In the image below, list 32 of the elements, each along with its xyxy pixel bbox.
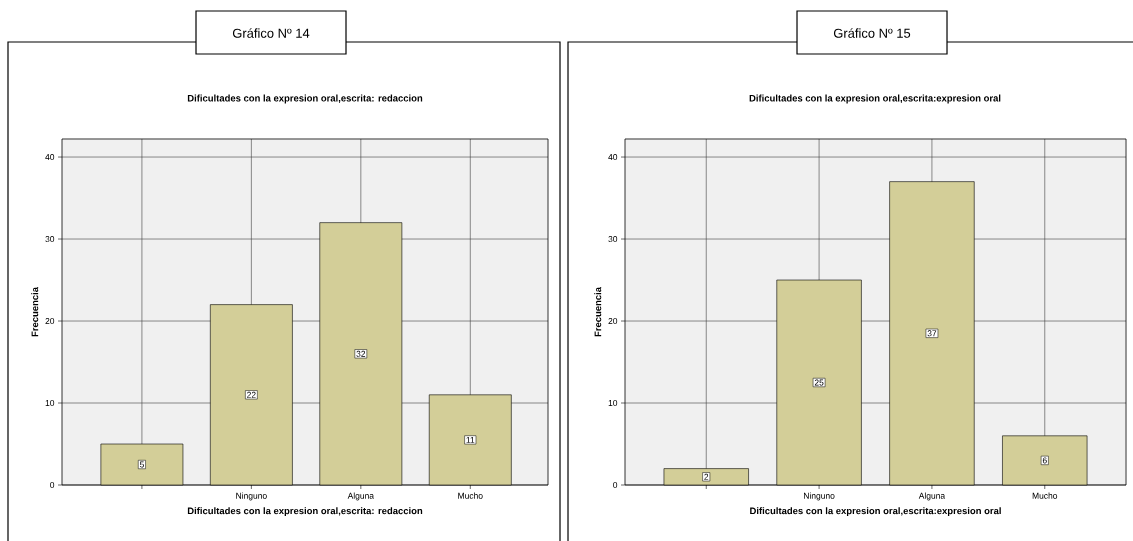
x-tick-label: Ninguno (804, 492, 835, 501)
y-tick-label: 30 (45, 236, 55, 243)
data-label: 11 (466, 436, 475, 443)
y-tick-label: 10 (608, 400, 618, 406)
y-tick-label: 40 (45, 154, 55, 161)
x-tick-label: Alguna (918, 492, 946, 501)
x-axis-title: Dificultades con la expresion oral,escrita:expresion oral (750, 507, 1001, 517)
y-tick-label: 30 (608, 236, 618, 243)
data-label: 32 (356, 350, 366, 357)
data-label: 22 (247, 391, 256, 398)
data-label: 25 (814, 379, 824, 386)
y-axis-title: Frecuencia (594, 286, 602, 337)
y-tick-label: 20 (45, 318, 55, 325)
y-tick-label: 20 (608, 318, 618, 325)
x-tick-label: Ninguno (236, 492, 267, 501)
y-axis-title: Frecuencia (31, 286, 39, 337)
x-tick-label: Mucho (1032, 492, 1058, 499)
chart-title: Gráfico Nº 15 (833, 28, 911, 38)
y-tick-label: 0 (50, 482, 55, 488)
y-tick-label: 40 (608, 154, 618, 161)
data-label: 5 (139, 461, 144, 468)
chart-subtitle: Dificultades con la expresion oral,escrita: redaccion (187, 94, 423, 104)
x-tick-label: Alguna (347, 492, 374, 501)
x-tick-label: Mucho (458, 492, 483, 499)
data-label: 37 (927, 330, 937, 337)
chart-subtitle: Dificultades con la expresion oral,escrita:expresion oral (749, 94, 1001, 104)
y-tick-label: 0 (613, 482, 618, 488)
data-label: 6 (1042, 457, 1047, 464)
data-label: 2 (704, 473, 709, 480)
x-axis-title: Dificultades con la expresion oral,escrita: redaccion (187, 507, 423, 517)
y-tick-label: 10 (45, 400, 55, 406)
chart-title: Gráfico Nº 14 (232, 28, 310, 38)
